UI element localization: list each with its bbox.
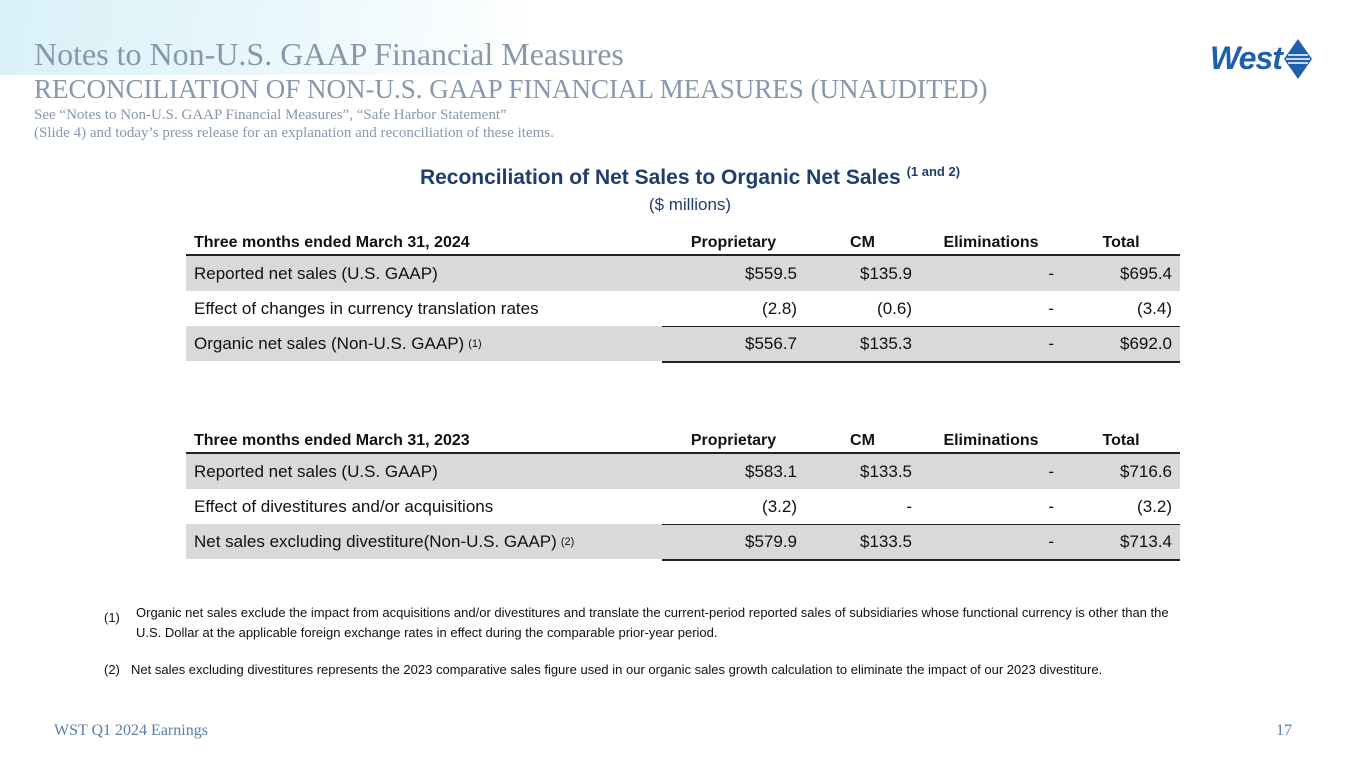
value-cell: $579.9 bbox=[745, 531, 797, 551]
value-cell: $713.4 bbox=[1120, 531, 1172, 551]
table-row: Effect of divestitures and/or acquisitio… bbox=[186, 489, 1180, 524]
value-cell: - bbox=[1048, 531, 1054, 551]
row-label: Net sales excluding divestiture(Non-U.S.… bbox=[194, 524, 574, 559]
value-cell: $135.9 bbox=[860, 263, 912, 283]
footer-left: WST Q1 2024 Earnings bbox=[54, 722, 208, 739]
value-cell: (3.2) bbox=[762, 496, 797, 516]
value-cell: $695.4 bbox=[1120, 263, 1172, 283]
header-cell: CM bbox=[850, 234, 875, 251]
value-cell: $556.7 bbox=[745, 333, 797, 353]
table-row: Reported net sales (U.S. GAAP) $583.1 $133… bbox=[186, 454, 1180, 489]
value-cell: $133.5 bbox=[860, 461, 912, 481]
intro-line: (Slide 4) and today’s press release for … bbox=[34, 125, 554, 141]
row-label: Reported net sales (U.S. GAAP) bbox=[194, 256, 438, 291]
value-cell: $583.1 bbox=[745, 461, 797, 481]
header-cell: Eliminations bbox=[943, 234, 1039, 251]
row-label: Effect of divestitures and/or acquisitio… bbox=[194, 489, 493, 524]
label-text: Reported net sales (U.S. GAAP) bbox=[194, 461, 438, 481]
header-cell: CM bbox=[850, 432, 875, 449]
value-cell: - bbox=[1048, 298, 1054, 318]
row-label: Effect of changes in currency translatio… bbox=[194, 291, 539, 326]
footnote-text: U.S. Dollar at the applicable foreign ex… bbox=[136, 625, 718, 640]
rule bbox=[662, 326, 1180, 327]
section-title: Reconciliation of Net Sales to Organic N… bbox=[419, 166, 901, 189]
header-cell: Proprietary bbox=[690, 432, 777, 449]
footnote-marker: (1) bbox=[104, 610, 120, 625]
label-text: Reported net sales (U.S. GAAP) bbox=[194, 263, 438, 283]
value-cell: $559.5 bbox=[745, 263, 797, 283]
value-cell: $692.0 bbox=[1120, 333, 1172, 353]
rule bbox=[662, 559, 1180, 561]
footnote-text: Net sales excluding divestitures represe… bbox=[131, 662, 1103, 677]
header-cell: Three months ended March 31, 2024 bbox=[194, 234, 470, 251]
section-heading: Reconciliation of Net Sales to Organic N… bbox=[0, 164, 1365, 190]
table-row: Organic net sales (Non-U.S. GAAP) (1) $556… bbox=[186, 326, 1180, 363]
table: Three months ended March 31, 2024 Proprie… bbox=[186, 232, 1180, 363]
value-cell: (3.4) bbox=[1137, 298, 1172, 318]
value-cell: $716.6 bbox=[1120, 461, 1172, 481]
logo-mark bbox=[1284, 39, 1312, 79]
header-cell: Total bbox=[1102, 432, 1140, 449]
value-cell: $135.3 bbox=[860, 333, 912, 353]
footnote-marker: (2) bbox=[104, 662, 120, 677]
value-cell: - bbox=[1048, 461, 1054, 481]
value-cell: $133.5 bbox=[860, 531, 912, 551]
header-cell: Proprietary bbox=[690, 234, 777, 251]
rule bbox=[662, 361, 1180, 363]
header-row: Three months ended March 31, 2023 Proprie… bbox=[186, 430, 1180, 454]
table: Three months ended March 31, 2023 Proprie… bbox=[186, 430, 1180, 561]
label-note: (1) bbox=[468, 337, 482, 350]
table-row: Effect of changes in currency translatio… bbox=[186, 291, 1180, 326]
intro-line: See “Notes to Non-U.S. GAAP Financial Me… bbox=[34, 107, 507, 123]
units: ($ millions) bbox=[648, 195, 732, 214]
title: Notes to Non-U.S. GAAP Financial Measure… bbox=[34, 36, 624, 72]
label-text: Net sales excluding divestiture(Non-U.S.… bbox=[194, 531, 557, 551]
corner-swoosh bbox=[0, 0, 760, 75]
page-number: 17 bbox=[1276, 722, 1292, 739]
section-note: (1 and 2) bbox=[906, 164, 961, 179]
label-note: (2) bbox=[560, 535, 575, 548]
label-text: Organic net sales (Non-U.S. GAAP) bbox=[194, 333, 465, 353]
header-cell: Eliminations bbox=[943, 432, 1039, 449]
value-cell: - bbox=[1048, 333, 1054, 353]
footnote-text: Organic net sales exclude the impact fro… bbox=[136, 605, 1169, 620]
label-text: Effect of changes in currency translatio… bbox=[194, 298, 539, 318]
subtitle: RECONCILIATION OF NON-U.S. GAAP FINANCIA… bbox=[34, 74, 988, 104]
row-label: Organic net sales (Non-U.S. GAAP) (1) bbox=[194, 326, 482, 361]
row-label: Reported net sales (U.S. GAAP) bbox=[194, 454, 438, 489]
value-cell: (3.2) bbox=[1137, 496, 1172, 516]
value-cell: (0.6) bbox=[877, 298, 912, 318]
table-row: Net sales excluding divestiture(Non-U.S.… bbox=[186, 524, 1180, 561]
value-cell: - bbox=[906, 496, 912, 516]
logo-text: West bbox=[1210, 40, 1283, 76]
table-row: Reported net sales (U.S. GAAP) $559.5 $135… bbox=[186, 256, 1180, 291]
label-text: Effect of divestitures and/or acquisitio… bbox=[194, 496, 494, 516]
header-row: Three months ended March 31, 2024 Proprie… bbox=[186, 232, 1180, 256]
header-cell: Total bbox=[1102, 234, 1140, 251]
value-cell: - bbox=[1048, 496, 1054, 516]
value-cell: (2.8) bbox=[762, 298, 797, 318]
value-cell: - bbox=[1048, 263, 1054, 283]
header-cell: Three months ended March 31, 2023 bbox=[194, 432, 470, 449]
rule bbox=[662, 524, 1180, 525]
